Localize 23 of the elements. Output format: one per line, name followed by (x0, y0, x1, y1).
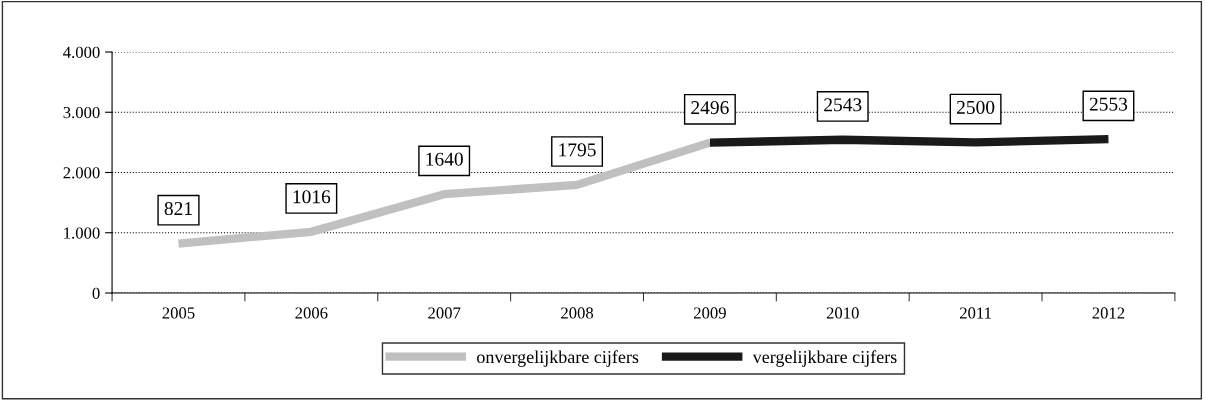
data-label: 1016 (293, 190, 331, 204)
legend-label: onvergelijkbare cijfers (477, 350, 639, 367)
data-label: 2496 (691, 101, 729, 115)
x-tick-label: 2009 (693, 307, 726, 319)
y-tick-label: 3.000 (63, 106, 100, 119)
data-label: 821 (164, 201, 192, 216)
data-label: 2500 (957, 100, 995, 114)
data-label: 1640 (426, 152, 463, 166)
y-tick-label: 1.000 (64, 227, 100, 239)
y-tick-label: 2.000 (63, 167, 100, 179)
x-tick-label: 2012 (1092, 307, 1125, 319)
y-tick-label: 4.000 (63, 46, 100, 59)
data-label: 1795 (559, 143, 596, 157)
data-label: 2553 (1089, 97, 1128, 111)
x-tick-label: 2008 (561, 307, 594, 319)
x-tick-label: 2010 (826, 307, 859, 319)
x-tick-label: 2011 (959, 307, 991, 319)
x-tick-label: 2005 (162, 307, 195, 319)
x-tick-label: 2006 (295, 307, 328, 319)
legend-label: vergelijkbare cijfers (752, 350, 897, 367)
x-tick-label: 2007 (428, 307, 461, 319)
data-label: 2543 (824, 98, 862, 112)
y-tick-label: 0 (92, 287, 100, 299)
